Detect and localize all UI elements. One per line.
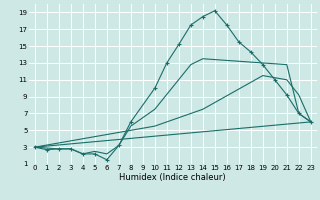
X-axis label: Humidex (Indice chaleur): Humidex (Indice chaleur) xyxy=(119,173,226,182)
